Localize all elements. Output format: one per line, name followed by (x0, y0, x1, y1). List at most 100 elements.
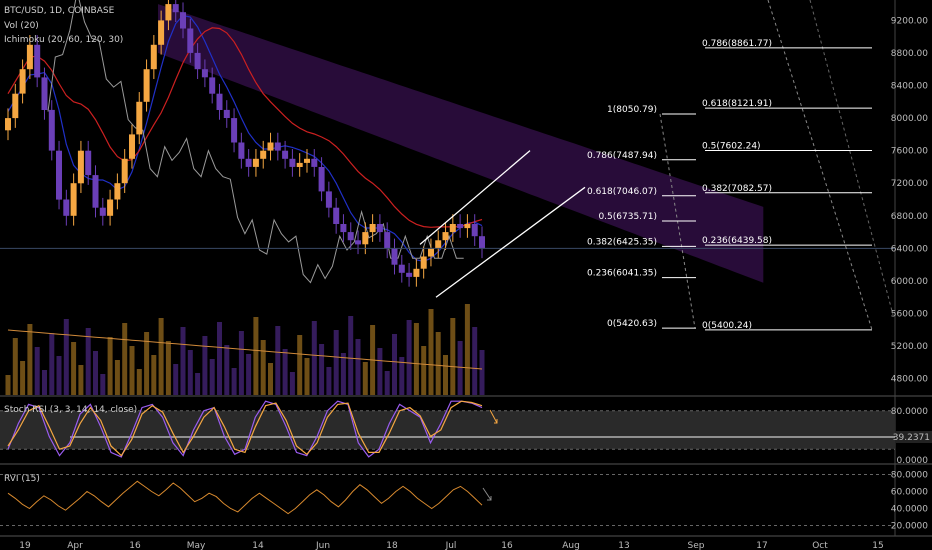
candle-body (282, 150, 289, 159)
volume-bar (165, 341, 171, 395)
candle-body (435, 240, 442, 249)
time-tick-label: 16 (501, 541, 513, 550)
price-tick-label: 8000.00 (891, 114, 928, 124)
volume-ma-line (7, 329, 483, 370)
symbol-label: BTC/USD, 1D, COINBASE (4, 6, 115, 16)
candle-body (136, 101, 143, 135)
volume-bar (333, 330, 339, 395)
volume-bar (275, 326, 281, 395)
volume-bar (428, 309, 434, 395)
volume-bar (5, 375, 11, 395)
time-tick-label: 14 (252, 541, 264, 550)
volume-bar (129, 346, 135, 395)
volume-bar (392, 334, 397, 395)
fib-level-label: 0(5420.63) (607, 319, 657, 329)
volume-bar (435, 332, 441, 395)
candle-body (114, 183, 121, 200)
candle-body (442, 232, 449, 241)
volume-bar (282, 349, 288, 395)
candle-body (479, 236, 485, 249)
fib-level-label: 1(8050.79) (607, 105, 657, 115)
candle-body (347, 232, 354, 241)
volume-bar (93, 351, 98, 395)
volume-bar (355, 339, 361, 395)
fib-level-label: 0.618(7046.07) (587, 187, 657, 197)
volume-bar (158, 318, 164, 395)
volume-bar (71, 342, 77, 395)
price-tick-label: 4800.00 (891, 375, 928, 385)
volume-bar (63, 319, 69, 395)
candle-body (5, 118, 11, 131)
price-tick-label: 7200.00 (891, 179, 928, 189)
channel-lower-line (435, 186, 586, 298)
rvi-tick-label: 20.0000 (891, 522, 928, 532)
ichimoku-label: Ichimoku (20, 60, 120, 30) (4, 35, 123, 45)
volume-bar (472, 327, 478, 395)
fib-level-label: 0.382(7082.57) (702, 184, 772, 194)
candle-body (398, 264, 405, 273)
volume-bar (421, 346, 427, 395)
volume-bar (253, 317, 259, 395)
candle-body (150, 44, 157, 70)
volume-bar (260, 340, 266, 395)
time-tick-label: Jun (315, 541, 330, 550)
candle-body (231, 118, 238, 143)
stoch-arrow (489, 409, 498, 424)
volume-bar (413, 323, 419, 395)
volume-bar (107, 337, 113, 395)
stoch-current-value: 39.2371 (893, 433, 930, 443)
volume-bar (78, 365, 84, 395)
rvi-tick-label: 40.0000 (891, 505, 928, 515)
volume-bar (224, 345, 230, 395)
volume-bar (49, 333, 55, 395)
candle-body (428, 248, 434, 257)
candle-body (464, 224, 471, 229)
volume-bar (384, 371, 390, 395)
price-tick-label: 6000.00 (891, 277, 928, 287)
candle-body (107, 199, 114, 216)
volume-bar (85, 328, 91, 395)
volume-bar (289, 372, 295, 395)
price-tick-label: 8800.00 (891, 49, 928, 59)
stoch-label: Stoch RSI (3, 3, 14, 14, close) (4, 405, 137, 415)
candle-body (180, 12, 186, 29)
price-tick-label: 8400.00 (891, 82, 928, 92)
fib-level-label: 0.5(7602.24) (702, 141, 761, 151)
volume-bar (195, 373, 201, 395)
volume-bar (268, 363, 273, 395)
volume-bar (100, 374, 106, 395)
candle-body (143, 69, 150, 102)
candle-body (304, 158, 310, 163)
candle-body (209, 77, 216, 94)
candle-body (391, 248, 398, 265)
price-tick-label: 6400.00 (891, 244, 928, 254)
time-tick-label: 13 (618, 541, 629, 550)
candle-body (252, 158, 259, 167)
rvi-tick-label: 60.0000 (891, 488, 928, 498)
fib-level-label: 0.5(6735.71) (598, 212, 657, 222)
volume-bar (362, 362, 368, 395)
price-tick-label: 9200.00 (891, 16, 928, 26)
candle-body (12, 93, 19, 119)
stoch-line-d (7, 400, 483, 457)
volume-bar (297, 335, 303, 395)
time-tick-label: 18 (386, 541, 398, 550)
volume-bar (406, 320, 412, 395)
candle-body (187, 28, 194, 53)
candle-body (201, 69, 208, 78)
candle-body (70, 183, 77, 216)
candle-body (165, 4, 172, 21)
candle-body (41, 77, 48, 110)
volume-bar (27, 324, 33, 395)
time-tick-label: Oct (812, 541, 828, 550)
candle-body (121, 158, 128, 184)
fib-level-label: 0.382(6425.35) (587, 237, 657, 247)
candle-body (384, 232, 391, 249)
volume-bar (20, 361, 26, 395)
time-tick-label: 17 (756, 541, 767, 550)
candle-body (172, 4, 179, 13)
fib-level-label: 0.786(7487.94) (587, 151, 657, 161)
price-tick-label: 5600.00 (891, 310, 928, 320)
volume-bar (231, 368, 237, 395)
